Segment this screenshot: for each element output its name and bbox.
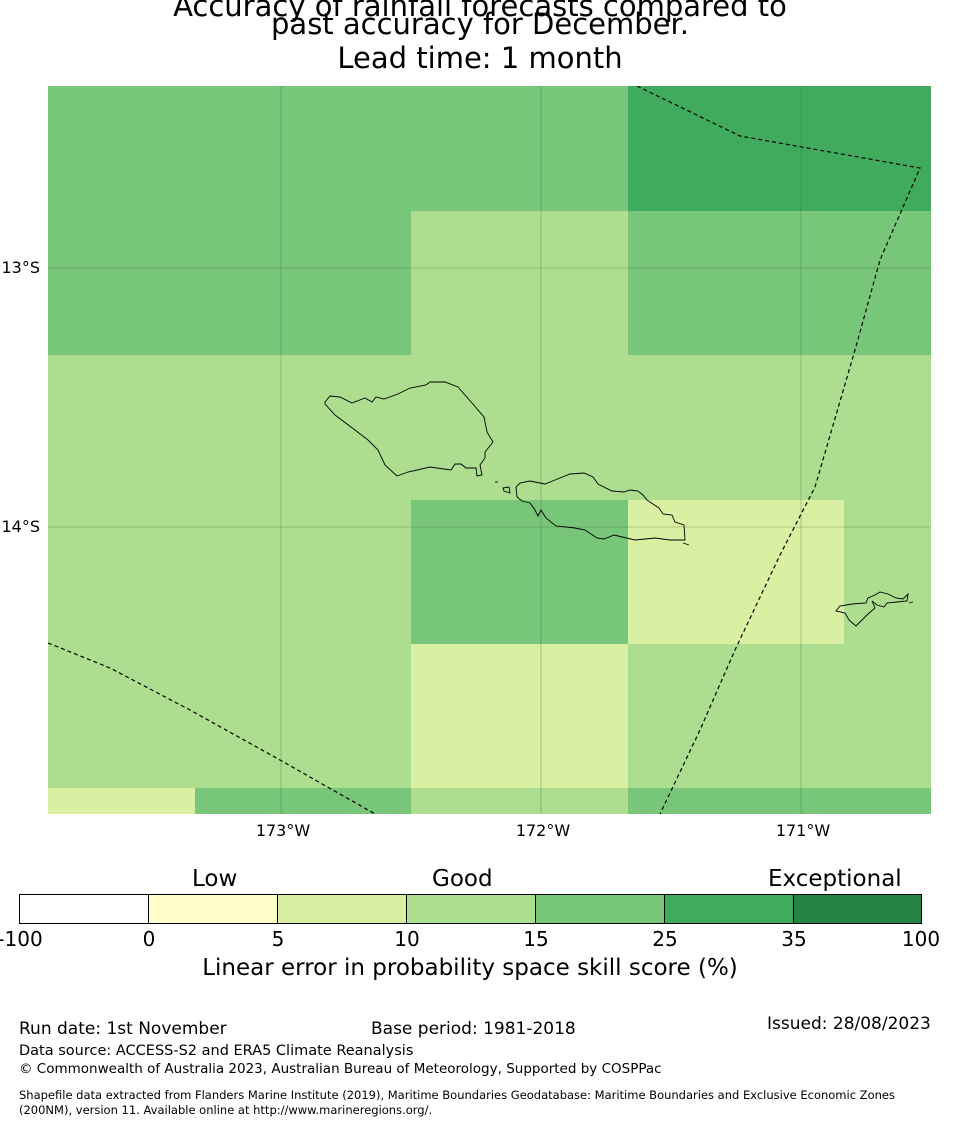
grid-cell <box>411 211 628 355</box>
lat-tick-label: 13°S <box>1 258 40 277</box>
colorbar-tick-label: 5 <box>271 927 285 951</box>
colorbar-tick-label: 35 <box>781 927 807 951</box>
grid-cell <box>48 86 628 211</box>
graticule <box>48 86 931 814</box>
category-label-exceptional: Exceptional <box>768 866 902 892</box>
base-period: Base period: 1981-2018 <box>371 1019 576 1039</box>
grid-cell <box>411 788 628 814</box>
skill-grid <box>48 86 931 814</box>
savaii-island <box>324 381 494 477</box>
copyright: © Commonwealth of Australia 2023, Austra… <box>19 1061 662 1077</box>
manono-islet <box>502 486 511 494</box>
aunuu-islet <box>908 601 914 604</box>
colorbar-segment <box>19 894 149 924</box>
grid-cell <box>628 644 931 788</box>
upolu-tip <box>682 542 690 546</box>
colorbar-segment <box>277 894 407 924</box>
colorbar-tick-label: -100 <box>0 927 43 951</box>
colorbar-segment <box>148 894 278 924</box>
lon-tick-label: 173°W <box>255 821 311 840</box>
colorbar <box>19 894 922 924</box>
colorbar-tick-label: 100 <box>901 927 941 951</box>
grid-cell <box>411 644 628 788</box>
data-source: Data source: ACCESS-S2 and ERA5 Climate … <box>19 1043 414 1059</box>
skill-map <box>48 86 931 814</box>
grid-cell <box>48 211 411 355</box>
lat-tick-label: 14°S <box>1 517 40 536</box>
issued-date: Issued: 28/08/2023 <box>767 1014 931 1034</box>
grid-cell <box>411 500 628 644</box>
colorbar-tick-label: 15 <box>523 927 549 951</box>
eez-boundary <box>48 86 921 814</box>
grid-cell <box>195 788 411 814</box>
map-title-line-1: Accuracy of rainfall forecasts compared … <box>173 0 787 23</box>
colorbar-tick-label: 25 <box>652 927 678 951</box>
colorbar-segment <box>406 894 536 924</box>
shapefile-credit-line-2: (200NM), version 11. Available online at… <box>19 1103 433 1117</box>
tutuila-island <box>835 591 909 627</box>
colorbar-segment <box>793 894 922 924</box>
lon-tick-label: 172°W <box>515 821 571 840</box>
grid-cell <box>628 788 931 814</box>
map-title-line-2: past accuracy for December. <box>271 7 689 41</box>
lon-tick-label: 171°W <box>775 821 831 840</box>
grid-cell <box>48 788 195 814</box>
grid-cell <box>844 500 931 644</box>
upolu-island <box>515 472 686 541</box>
colorbar-tick-label: 0 <box>142 927 156 951</box>
colorbar-segment <box>664 894 794 924</box>
island-coastlines <box>324 381 914 627</box>
grid-cell <box>628 86 931 211</box>
map-title-line-3: Lead time: 1 month <box>337 41 623 75</box>
shapefile-credit-line-1: Shapefile data extracted from Flanders M… <box>19 1088 895 1102</box>
run-date: Run date: 1st November <box>19 1019 227 1039</box>
colorbar-tick-label: 10 <box>394 927 420 951</box>
grid-cell <box>628 211 931 355</box>
colorbar-segment <box>535 894 665 924</box>
category-label-low: Low <box>192 866 238 892</box>
grid-cell <box>48 500 411 644</box>
category-label-good: Good <box>432 866 493 892</box>
grid-cell <box>628 500 844 644</box>
colorbar-segments <box>19 894 922 924</box>
grid-cell <box>48 355 931 500</box>
colorbar-axis-label: Linear error in probability space skill … <box>202 955 738 981</box>
